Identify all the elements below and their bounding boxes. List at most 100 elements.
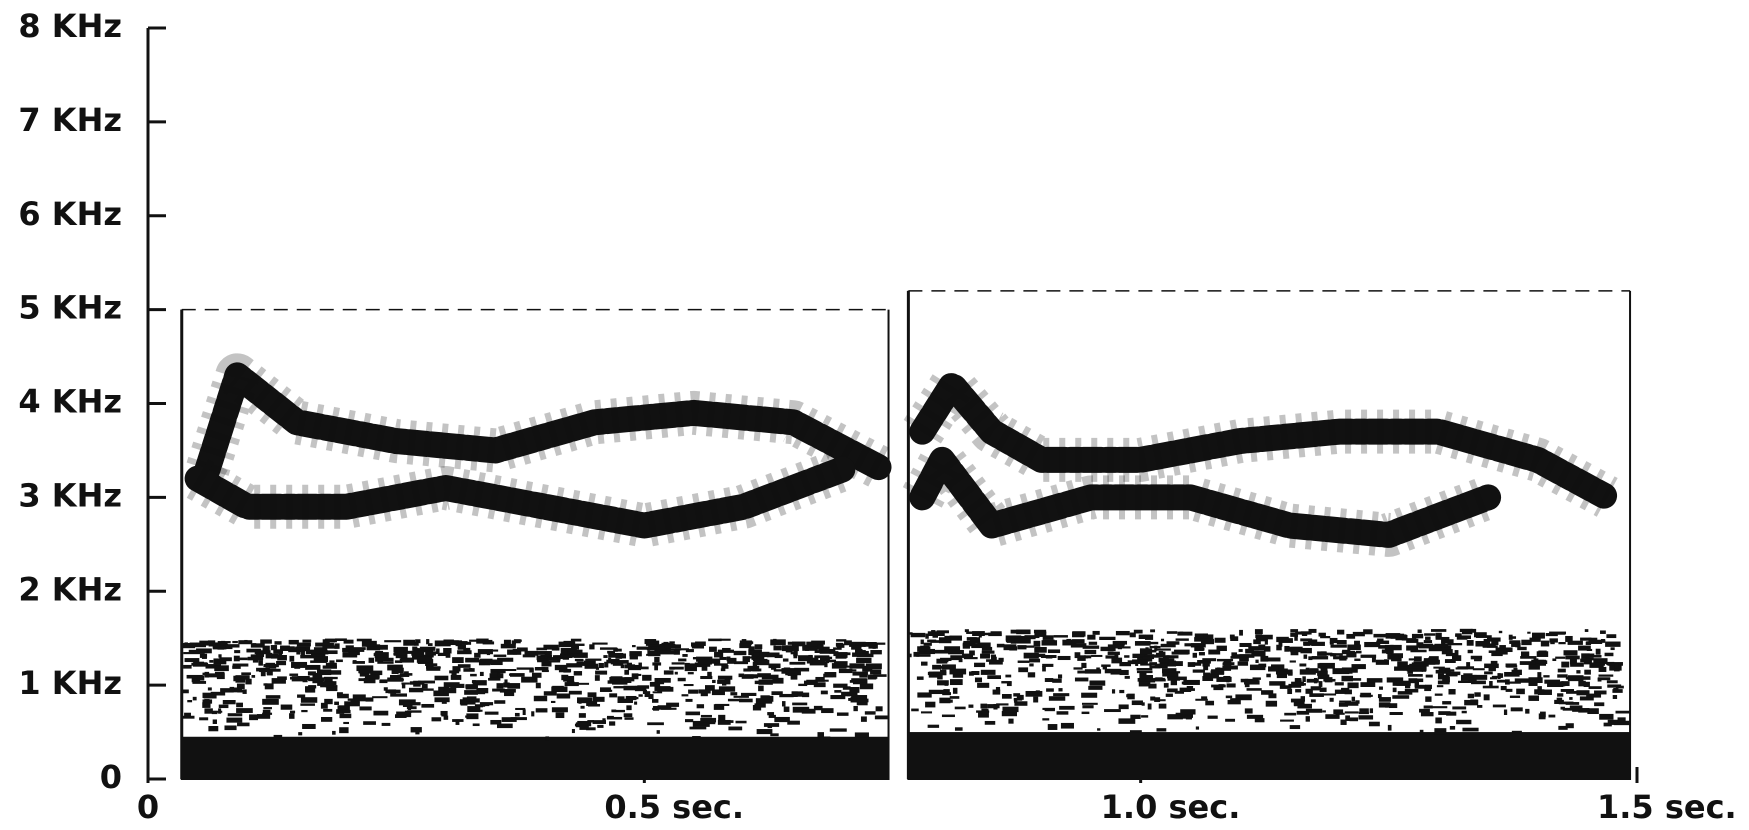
noise-speck (670, 667, 675, 670)
noise-speck (1558, 642, 1565, 644)
noise-speck (1119, 704, 1129, 709)
noise-speck (1506, 665, 1517, 668)
noise-speck (563, 676, 574, 682)
noise-speck (675, 672, 678, 675)
noise-speck (256, 654, 264, 657)
noise-speck (624, 713, 633, 717)
noise-speck (1256, 635, 1272, 640)
noise-speck (1477, 635, 1486, 637)
noise-speck (536, 708, 548, 712)
noise-speck (213, 719, 217, 724)
noise-speck (441, 711, 448, 715)
noise-speck (409, 688, 423, 692)
noise-speck (925, 702, 935, 708)
noise-speck (1091, 655, 1102, 657)
noise-speck (1200, 648, 1205, 651)
noise-speck (1130, 730, 1142, 733)
noise-speck (1167, 631, 1177, 634)
noise-speck (1332, 668, 1349, 674)
noise-speck (691, 642, 701, 646)
noise-speck (209, 660, 213, 663)
noise-speck (1140, 663, 1151, 665)
noise-speck (1564, 650, 1578, 655)
noise-speck (1348, 682, 1359, 688)
noise-speck (1491, 639, 1498, 645)
noise-speck (236, 708, 253, 713)
noise-speck (289, 674, 298, 676)
noise-speck (1320, 693, 1336, 695)
noise-speck (727, 658, 736, 664)
noise-speck (847, 692, 850, 696)
noise-speck (1599, 714, 1613, 720)
noise-speck (1150, 629, 1155, 632)
noise-speck (839, 669, 853, 673)
noise-speck (1336, 713, 1345, 715)
noise-speck (624, 670, 629, 675)
noise-speck (228, 713, 243, 716)
noise-speck (237, 723, 249, 727)
noise-speck (866, 663, 882, 669)
noise-speck (1558, 669, 1566, 673)
noise-speck (684, 684, 694, 686)
noise-speck (1342, 651, 1355, 654)
noise-speck (1319, 633, 1326, 637)
noise-speck (823, 736, 830, 739)
y-tick-label: 8 KHz (18, 7, 122, 45)
noise-speck (1303, 642, 1310, 646)
noise-speck (1159, 704, 1167, 709)
noise-speck (469, 668, 472, 670)
noise-speck (223, 700, 236, 704)
noise-speck (1613, 695, 1617, 699)
noise-speck (1456, 720, 1471, 724)
noise-speck (466, 713, 478, 719)
noise-speck (1048, 724, 1058, 730)
noise-speck (909, 632, 912, 634)
noise-speck (580, 706, 584, 709)
noise-speck (789, 662, 805, 665)
noise-speck (630, 654, 638, 659)
noise-speck (712, 689, 725, 695)
noise-speck (1139, 635, 1146, 639)
noise-speck (1578, 646, 1591, 651)
noise-speck (924, 643, 932, 646)
noise-speck (1295, 632, 1311, 635)
noise-speck (1319, 681, 1323, 687)
noise-speck (1511, 643, 1519, 647)
noise-speck (1300, 648, 1311, 653)
noise-speck (1236, 695, 1243, 698)
noise-speck (435, 676, 449, 681)
noise-speck (853, 706, 857, 711)
noise-speck (1201, 696, 1207, 700)
noise-speck (1446, 649, 1453, 654)
noise-speck (837, 644, 844, 648)
noise-speck (1335, 682, 1344, 685)
noise-speck (1134, 630, 1143, 634)
spectrogram-segment (908, 291, 1630, 779)
noise-speck (395, 660, 402, 663)
noise-speck (533, 677, 536, 681)
noise-speck (305, 665, 320, 670)
noise-speck (626, 705, 631, 710)
noise-speck (1438, 681, 1450, 685)
noise-speck (557, 657, 560, 660)
noise-speck (1222, 666, 1237, 670)
noise-speck (666, 648, 681, 650)
noise-speck (638, 694, 642, 696)
noise-speck (1085, 650, 1097, 654)
noise-speck (233, 664, 249, 667)
noise-speck (483, 641, 494, 644)
noise-speck (1370, 708, 1373, 713)
noise-speck (686, 649, 694, 652)
noise-speck (955, 727, 963, 730)
noise-speck (444, 682, 460, 687)
noise-speck (688, 690, 698, 694)
noise-speck (753, 662, 757, 668)
noise-speck (494, 700, 505, 704)
noise-speck (1215, 638, 1226, 643)
noise-speck (1339, 701, 1351, 703)
noise-speck (1187, 686, 1193, 689)
noise-speck (1061, 723, 1074, 729)
noise-speck (718, 650, 734, 653)
noise-speck (1558, 726, 1567, 730)
noise-speck (707, 672, 712, 677)
